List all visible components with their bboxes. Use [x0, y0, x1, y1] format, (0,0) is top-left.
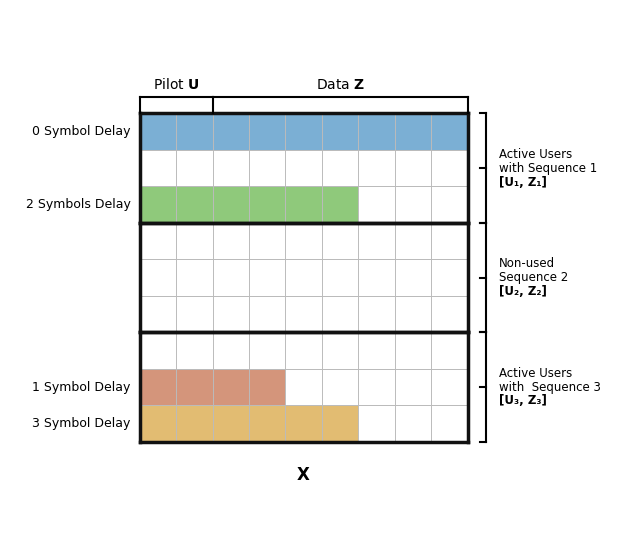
Text: 2 Symbols Delay: 2 Symbols Delay: [25, 198, 130, 211]
Text: Non-used: Non-used: [499, 257, 555, 270]
Bar: [140, 113, 468, 150]
Text: Pilot $\mathbf{U}$: Pilot $\mathbf{U}$: [153, 77, 199, 92]
Bar: [140, 406, 358, 442]
Text: Active Users: Active Users: [499, 367, 572, 380]
Text: 0 Symbol Delay: 0 Symbol Delay: [32, 125, 130, 138]
Text: [U₁, Z₁]: [U₁, Z₁]: [499, 175, 547, 189]
Text: Active Users: Active Users: [499, 148, 572, 161]
Bar: [140, 186, 358, 223]
Text: with Sequence 1: with Sequence 1: [499, 162, 597, 175]
Text: $\mathbf{X}$: $\mathbf{X}$: [296, 465, 311, 483]
Bar: [140, 369, 285, 406]
Text: [U₂, Z₂]: [U₂, Z₂]: [499, 285, 547, 298]
Text: [U₃, Z₃]: [U₃, Z₃]: [499, 395, 547, 408]
Text: 3 Symbol Delay: 3 Symbol Delay: [32, 417, 130, 430]
Text: Data $\mathbf{Z}$: Data $\mathbf{Z}$: [316, 78, 365, 92]
Text: with  Sequence 3: with Sequence 3: [499, 381, 601, 393]
Text: Sequence 2: Sequence 2: [499, 271, 568, 284]
Text: 1 Symbol Delay: 1 Symbol Delay: [32, 381, 130, 393]
